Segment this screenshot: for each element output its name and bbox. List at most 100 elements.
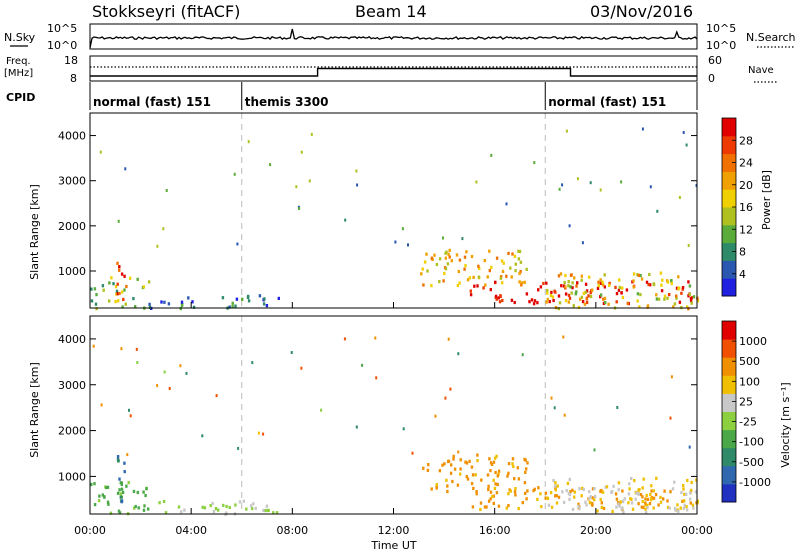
power-echo-cell: [539, 285, 543, 289]
power-echo-cell: [636, 292, 640, 296]
x-axis: Time UT 00:00 04:00 08:00 12:00 16:00 20:00 00…: [74, 524, 713, 552]
velocity-echo-cell: [97, 499, 101, 503]
power-echo-cell: [488, 269, 491, 273]
velocity-echo-cell: [142, 490, 145, 494]
velocity-echo-cell: [663, 489, 666, 493]
power-echo-cell: [513, 300, 516, 305]
power-echo-cell: [520, 281, 524, 285]
power-echo-cell: [528, 300, 531, 304]
velocity-echo-cell: [427, 463, 430, 467]
velocity-echo-cell: [662, 497, 665, 501]
power-echo-cell: [523, 280, 526, 284]
power-echo-cell: [666, 296, 669, 300]
velocity-echo-cell: [491, 494, 494, 499]
velocity-echo-cell: [642, 505, 645, 509]
power-echo-cell: [121, 305, 124, 309]
power-echo-cell: [501, 298, 504, 303]
power-echo-cell: [235, 297, 239, 301]
velocity-echo-cell: [457, 352, 460, 356]
power-echo-cell: [120, 272, 124, 276]
power-echo-cell: [589, 181, 592, 185]
velocity-echo-cell: [584, 500, 587, 504]
power-echo-cell: [465, 250, 468, 254]
velocity-ytick-label: 1000: [58, 470, 86, 483]
velocity-echo-cell: [123, 470, 126, 474]
velocity-echo-cell: [615, 497, 619, 501]
velocity-echo-cell: [488, 457, 491, 461]
velocity-echo-cell: [648, 502, 652, 506]
velocity-echo-cell: [435, 484, 438, 488]
velocity-colorbar-swatch: [722, 321, 736, 340]
power-echo-cell: [621, 286, 624, 290]
velocity-echo-cell: [446, 489, 449, 494]
velocity-echo-cell: [411, 451, 414, 455]
cpid-segment-label: normal (fast) 151: [548, 95, 666, 109]
velocity-echo-cell: [127, 481, 130, 485]
velocity-echo-cell: [487, 484, 490, 488]
power-echo-cell: [571, 286, 574, 290]
power-echo-cell: [394, 240, 397, 244]
power-echo-cell: [110, 276, 113, 280]
velocity-echo-cell: [516, 466, 519, 470]
power-echo-cell: [689, 299, 693, 303]
power-echo-cell: [557, 274, 561, 278]
velocity-echo-cell: [267, 508, 270, 512]
power-echo-cell: [584, 290, 587, 294]
velocity-echo-cell: [581, 486, 584, 490]
power-echo-cell: [660, 283, 663, 287]
velocity-echo-cell: [492, 460, 496, 464]
power-echo-cell: [476, 284, 479, 288]
power-echo-cell: [495, 256, 499, 260]
power-echo-cell: [519, 270, 522, 274]
velocity-colorbar-tick-label: 500: [739, 355, 760, 368]
x-axis-tick-label: 00:00: [74, 524, 106, 537]
power-echo-cell: [563, 280, 566, 285]
power-echo-cell: [108, 281, 111, 285]
noise-left-tick-top: 10^5: [47, 22, 77, 35]
velocity-echo-cell: [585, 503, 588, 507]
power-echo-cell: [686, 305, 689, 309]
velocity-echo-cell: [222, 503, 225, 507]
velocity-echo-cell: [163, 370, 166, 374]
power-echo-cell: [567, 293, 571, 297]
velocity-colorbar-swatch: [722, 375, 736, 394]
frequency-panel-frame: [89, 55, 698, 82]
velocity-echo-cell: [596, 509, 599, 513]
power-echo-cell: [134, 305, 137, 309]
power-echo-cell: [426, 269, 429, 273]
power-echo-cell: [525, 267, 528, 271]
velocity-panel-background: [90, 316, 697, 514]
velocity-echo-cell: [179, 364, 182, 368]
power-echo-cell: [458, 281, 461, 285]
x-axis-tick-label: 08:00: [276, 524, 308, 537]
power-colorbar-tick-label: 8: [739, 246, 746, 259]
power-echo-cell: [615, 292, 619, 296]
power-echo-cell: [648, 272, 651, 277]
velocity-echo-cell: [452, 457, 455, 461]
velocity-echo-cell: [546, 496, 549, 500]
power-echo-cell: [478, 266, 481, 271]
velocity-echo-cell: [135, 347, 138, 351]
velocity-echo-cell: [251, 506, 254, 511]
power-echo-cell: [688, 284, 692, 288]
velocity-echo-cell: [451, 479, 454, 484]
power-echo-cell: [548, 300, 551, 304]
power-colorbar: Power [dB] 28 24 20 16 12 8 4: [721, 117, 773, 297]
power-echo-cell: [533, 161, 536, 165]
power-echo-cell: [575, 284, 578, 288]
velocity-echo-cell: [621, 499, 625, 503]
velocity-echo-cell: [524, 470, 527, 474]
velocity-echo-cell: [511, 462, 514, 466]
velocity-echo-cell: [489, 490, 493, 494]
power-echo-cell: [602, 301, 606, 305]
velocity-echo-cell: [659, 500, 663, 504]
velocity-echo-cell: [496, 482, 499, 487]
power-echo-cell: [505, 274, 508, 278]
velocity-echo-cell: [447, 459, 451, 463]
velocity-echo-cell: [644, 507, 647, 511]
velocity-echo-cell: [622, 510, 625, 514]
power-echo-cell: [618, 278, 621, 282]
power-echo-cell: [461, 237, 464, 241]
power-echo-cell: [518, 280, 521, 284]
velocity-echo-cell: [644, 511, 648, 515]
